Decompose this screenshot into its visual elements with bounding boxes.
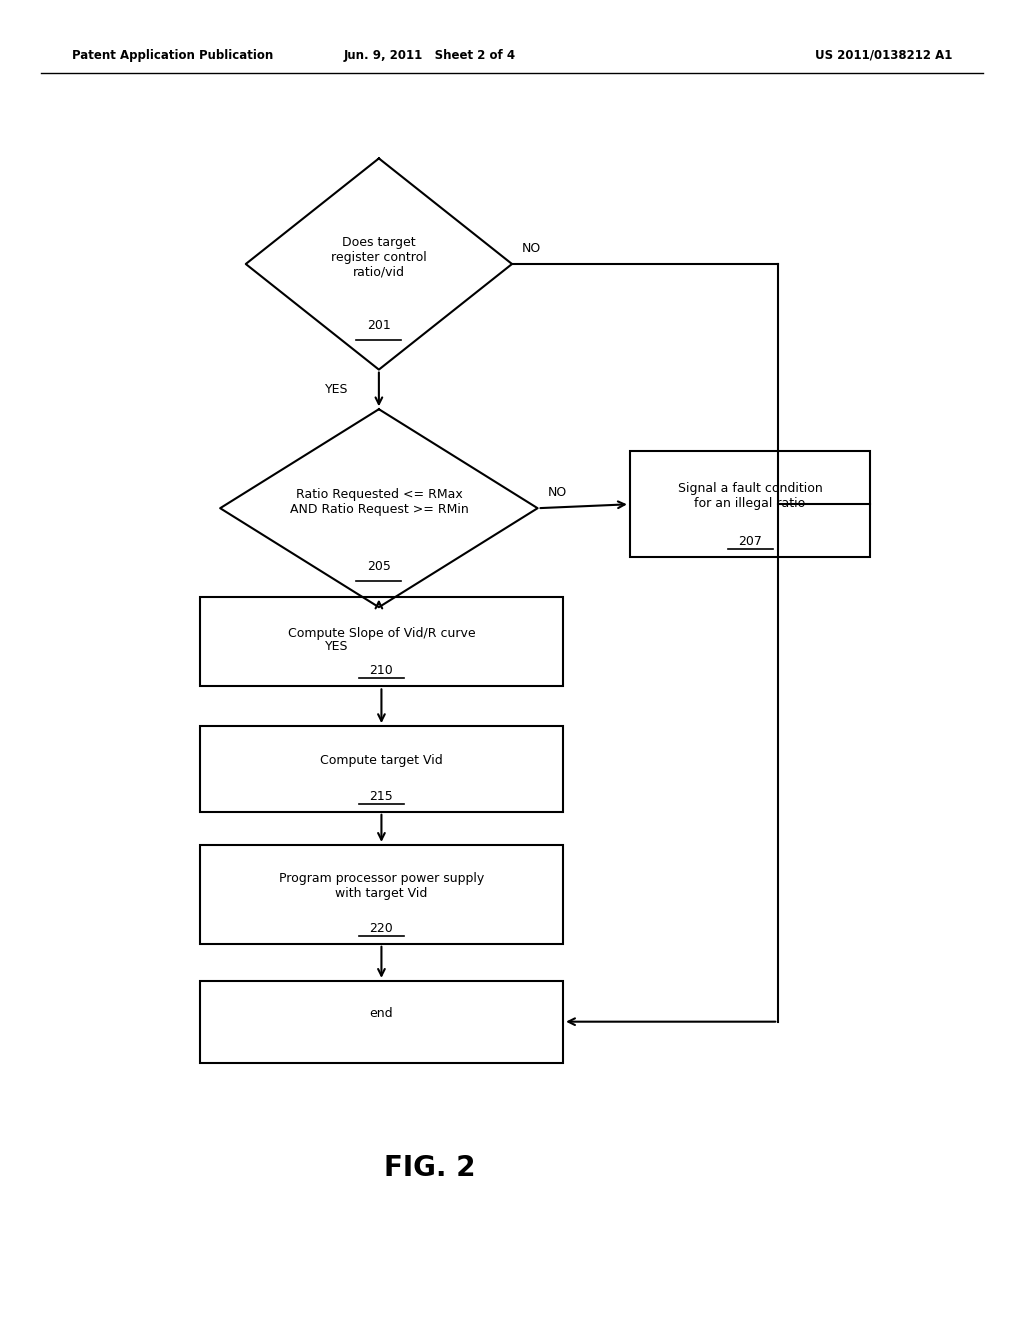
Text: 207: 207 bbox=[738, 535, 762, 548]
Text: YES: YES bbox=[325, 383, 348, 396]
FancyBboxPatch shape bbox=[200, 597, 563, 686]
Text: Ratio Requested <= RMax
AND Ratio Request >= RMin: Ratio Requested <= RMax AND Ratio Reques… bbox=[290, 487, 468, 516]
Text: YES: YES bbox=[325, 640, 348, 653]
Text: Compute Slope of Vid/R curve: Compute Slope of Vid/R curve bbox=[288, 627, 475, 640]
FancyBboxPatch shape bbox=[200, 981, 563, 1063]
Text: Jun. 9, 2011   Sheet 2 of 4: Jun. 9, 2011 Sheet 2 of 4 bbox=[344, 49, 516, 62]
Text: NO: NO bbox=[522, 242, 542, 255]
Text: Program processor power supply
with target Vid: Program processor power supply with targ… bbox=[279, 873, 484, 900]
Text: Signal a fault condition
for an illegal ratio: Signal a fault condition for an illegal … bbox=[678, 482, 822, 511]
Text: 210: 210 bbox=[370, 664, 393, 677]
Text: Compute target Vid: Compute target Vid bbox=[321, 755, 442, 767]
Text: US 2011/0138212 A1: US 2011/0138212 A1 bbox=[815, 49, 952, 62]
FancyBboxPatch shape bbox=[200, 845, 563, 944]
Text: Does target
register control
ratio/vid: Does target register control ratio/vid bbox=[331, 236, 427, 279]
Text: 215: 215 bbox=[370, 789, 393, 803]
Text: 201: 201 bbox=[367, 319, 391, 331]
FancyBboxPatch shape bbox=[630, 451, 870, 557]
Text: Patent Application Publication: Patent Application Publication bbox=[72, 49, 273, 62]
Text: end: end bbox=[370, 1007, 393, 1020]
FancyBboxPatch shape bbox=[200, 726, 563, 812]
Text: 205: 205 bbox=[367, 560, 391, 573]
Text: 220: 220 bbox=[370, 921, 393, 935]
Text: FIG. 2: FIG. 2 bbox=[384, 1154, 476, 1183]
Text: NO: NO bbox=[548, 486, 567, 499]
